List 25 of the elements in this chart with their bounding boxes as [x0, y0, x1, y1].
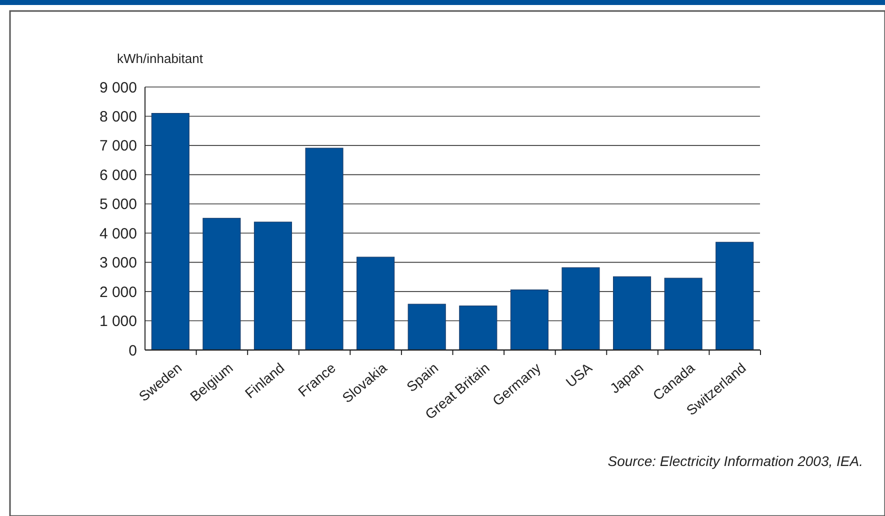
source-note: Source: Electricity Information 2003, IEA. — [608, 453, 863, 469]
y-tick-label: 5 000 — [99, 196, 137, 214]
bar — [356, 256, 395, 350]
bar — [305, 148, 344, 350]
bar — [716, 242, 754, 350]
y-tick-label: 9 000 — [99, 79, 137, 96]
y-tick-label: 6 000 — [99, 166, 137, 184]
y-tick-label: 3 000 — [99, 254, 137, 272]
bar — [408, 304, 446, 350]
y-tick-label: 8 000 — [99, 108, 137, 126]
bar — [562, 267, 600, 350]
y-tick-label: 4 000 — [99, 225, 137, 242]
y-axis-title: kWh/inhabitant — [117, 51, 204, 66]
bar — [202, 218, 241, 350]
y-tick-label: 2 000 — [99, 284, 137, 301]
y-tick-label: 1 000 — [99, 313, 137, 330]
bar — [459, 306, 498, 350]
bar — [664, 278, 702, 350]
bar — [613, 276, 652, 350]
bar — [151, 113, 190, 350]
x-tick-label: USA — [562, 359, 596, 390]
y-tick-label: 0 — [128, 342, 137, 360]
y-tick-label: 7 000 — [99, 138, 137, 155]
bar — [510, 290, 548, 350]
bar — [254, 222, 292, 350]
